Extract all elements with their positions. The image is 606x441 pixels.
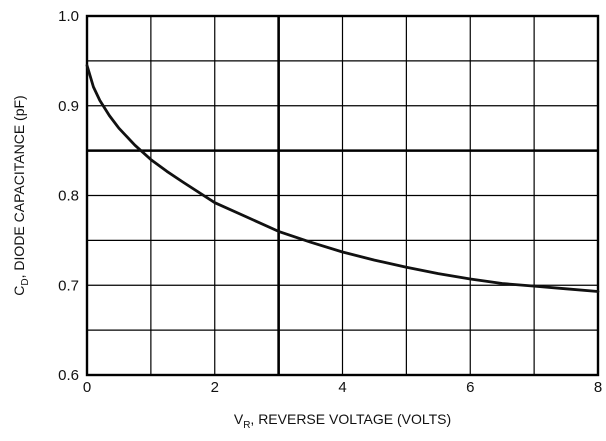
plot-frame [85, 14, 600, 377]
y-tick-label: 0.8 [58, 188, 79, 205]
y-axis-label: CD, DIODE CAPACITANCE (pF) [11, 95, 31, 295]
capacitance-curve [85, 64, 600, 293]
x-tick-label: 0 [83, 379, 91, 396]
x-tick-label: 4 [338, 379, 346, 396]
y-tick-labels: 0.6 0.7 0.8 0.9 1.0 [58, 8, 79, 384]
x-tick-label: 2 [211, 379, 219, 396]
x-axis-label: VR, REVERSE VOLTAGE (VOLTS) [234, 411, 451, 431]
y-tick-label: 0.9 [58, 98, 79, 115]
x-tick-label: 6 [466, 379, 474, 396]
y-tick-label: 0.7 [58, 277, 79, 294]
y-tick-label: 1.0 [58, 8, 79, 25]
x-tick-labels: 0 2 4 6 8 [83, 379, 602, 396]
x-tick-label: 8 [594, 379, 602, 396]
grid [87, 16, 598, 375]
y-tick-label: 0.6 [58, 367, 79, 384]
